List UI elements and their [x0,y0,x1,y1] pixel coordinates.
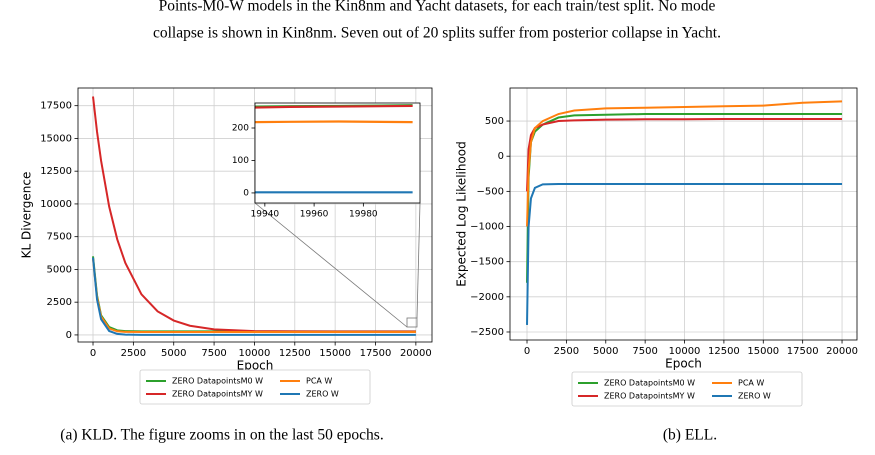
y-axis-label: KL Divergence [20,172,34,259]
y-tick-label: 0 [498,151,504,162]
line-series [255,122,413,123]
x-tick-label: 17500 [360,348,392,359]
x-tick-label: 5000 [593,346,618,357]
x-tick-label: 19960 [300,210,329,220]
x-tick-label: 0 [524,346,530,357]
legend [140,370,370,404]
y-tick-label: 0 [66,330,72,341]
inset: 19940 19960 19980 0 100 200 [232,103,420,220]
y-tick-label: −2500 [470,327,504,338]
x-tick-label: 19980 [349,210,378,220]
y-tick-label: −500 [477,186,504,197]
x-tick-label: 5000 [161,348,186,359]
x-tick-label: 20000 [400,348,432,359]
y-tick-label: 15000 [40,133,72,144]
x-tick-label: 7500 [632,346,657,357]
y-tick-label: −1000 [470,222,504,233]
x-tick-label: 20000 [826,346,858,357]
legend-label: PCA W [738,379,764,388]
legend [572,372,802,406]
subcaption: (a) KLD. The figure zooms in on the last… [60,427,383,444]
x-tick-label: 12500 [279,348,311,359]
y-axis-label: Expected Log Likelihood [455,141,469,287]
legend-label: ZERO DatapointsMY W [172,390,263,399]
plot-area [255,103,420,203]
x-tick-label: 7500 [201,348,226,359]
y-tick-label: 200 [232,124,249,134]
y-tick-label: 10000 [40,199,72,210]
y-tick-label: 12500 [40,166,72,177]
y-tick-label: 0 [243,188,249,198]
legend-label: ZERO DatapointsM0 W [172,377,263,386]
x-tick-label: 2500 [121,348,146,359]
legend-label: ZERO DatapointsMY W [604,392,695,401]
y-tick-label: 7500 [47,232,72,243]
y-tick-label: −1500 [470,257,504,268]
y-tick-label: 17500 [40,101,72,112]
plot: 02500500075001000012500150001750020000−2… [455,88,858,406]
x-axis-label: Epoch [665,357,702,371]
legend-label: ZERO W [306,390,339,399]
y-tick-label: 5000 [47,264,72,275]
x-tick-label: 12500 [708,346,740,357]
x-tick-label: 10000 [239,348,271,359]
legend-label: ZERO DatapointsM0 W [604,379,695,388]
caption-line: collapse is shown in Kin8nm. Seven out o… [153,25,721,42]
x-tick-label: 2500 [554,346,579,357]
legend-label: ZERO W [738,392,771,401]
legend-label: PCA W [306,377,332,386]
plot-area [510,88,857,340]
x-tick-label: 15000 [319,348,351,359]
subcaption: (b) ELL. [663,427,717,444]
x-tick-label: 10000 [669,346,701,357]
y-tick-label: 500 [485,116,504,127]
y-tick-label: −2000 [470,292,504,303]
x-tick-label: 17500 [787,346,819,357]
x-tick-label: 15000 [747,346,779,357]
x-tick-label: 19940 [251,210,280,220]
caption-line: Points-M0-W models in the Kin8nm and Yac… [159,0,716,15]
x-tick-label: 0 [90,348,96,359]
y-tick-label: 2500 [47,297,72,308]
y-tick-label: 100 [232,156,249,166]
